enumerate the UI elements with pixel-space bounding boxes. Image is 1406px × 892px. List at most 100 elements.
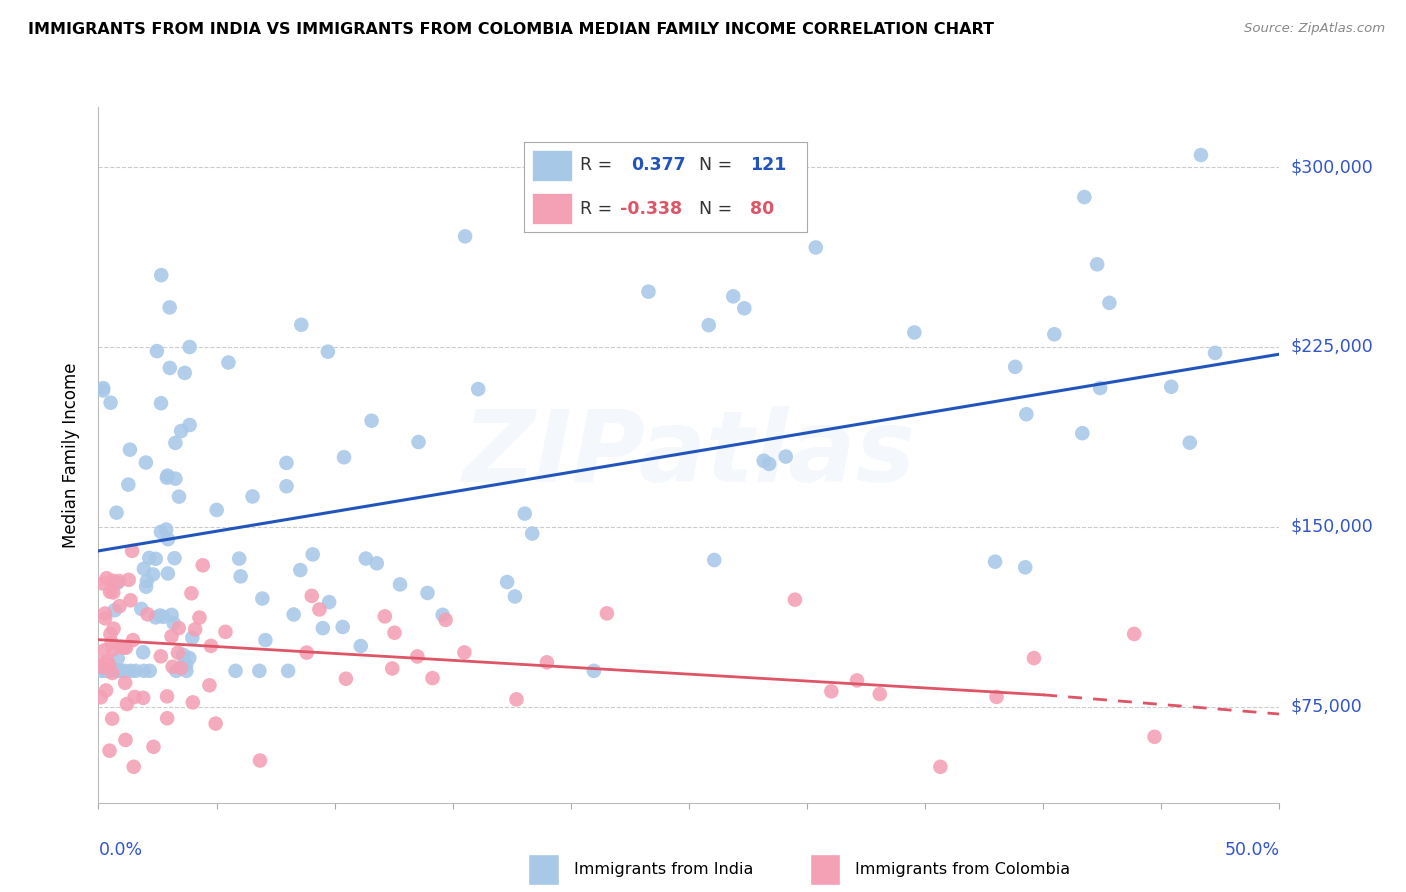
Text: 121: 121 bbox=[751, 156, 787, 174]
Point bbox=[101, 665, 124, 680]
Text: R =: R = bbox=[581, 156, 623, 174]
Point bbox=[104, 603, 127, 617]
Point bbox=[1004, 359, 1026, 374]
Point bbox=[252, 591, 274, 606]
Point bbox=[173, 366, 195, 380]
Point bbox=[91, 384, 114, 398]
Point bbox=[408, 435, 430, 450]
Point bbox=[582, 664, 605, 678]
Point bbox=[179, 651, 201, 665]
Point bbox=[986, 690, 1008, 704]
Point bbox=[98, 584, 121, 599]
Point bbox=[101, 574, 124, 588]
Point bbox=[249, 754, 271, 768]
Text: $300,000: $300,000 bbox=[1291, 158, 1374, 176]
Point bbox=[290, 318, 312, 332]
Point bbox=[96, 571, 118, 585]
Text: N =: N = bbox=[688, 156, 738, 174]
Point bbox=[135, 574, 157, 588]
Point bbox=[142, 739, 165, 754]
Point bbox=[124, 690, 146, 704]
Point bbox=[176, 664, 198, 678]
Point bbox=[188, 610, 211, 624]
Point bbox=[108, 664, 131, 678]
Point bbox=[384, 625, 406, 640]
Point bbox=[290, 563, 312, 577]
Bar bbox=[531, 150, 572, 181]
Point bbox=[432, 607, 454, 622]
Point bbox=[145, 610, 167, 624]
Point bbox=[180, 586, 202, 600]
Point bbox=[150, 268, 173, 282]
Point bbox=[120, 664, 142, 678]
Point bbox=[159, 360, 181, 375]
Point bbox=[354, 551, 377, 566]
Point bbox=[846, 673, 869, 688]
Point bbox=[389, 577, 412, 591]
Point bbox=[94, 607, 117, 621]
Point bbox=[1073, 190, 1095, 204]
Point bbox=[1043, 327, 1066, 342]
Point bbox=[453, 645, 475, 659]
Point bbox=[1014, 560, 1036, 574]
Text: ZIPatlas: ZIPatlas bbox=[463, 407, 915, 503]
Point bbox=[179, 417, 201, 432]
Point bbox=[163, 551, 186, 566]
Point bbox=[242, 490, 264, 504]
Point bbox=[156, 471, 179, 485]
Point bbox=[381, 661, 404, 675]
Text: $75,000: $75,000 bbox=[1291, 698, 1362, 716]
Point bbox=[513, 507, 536, 521]
Point bbox=[110, 664, 132, 678]
Text: 80: 80 bbox=[751, 200, 775, 218]
Text: R =: R = bbox=[581, 200, 619, 218]
Point bbox=[301, 548, 323, 562]
Point bbox=[198, 678, 221, 692]
Point bbox=[1015, 407, 1038, 421]
Point bbox=[149, 524, 172, 539]
Point bbox=[312, 621, 335, 635]
Point bbox=[536, 656, 558, 670]
Point bbox=[783, 592, 806, 607]
Point bbox=[496, 575, 519, 590]
Point bbox=[124, 664, 146, 678]
Point bbox=[752, 454, 775, 468]
Point bbox=[93, 643, 115, 657]
Point bbox=[156, 468, 179, 483]
Point bbox=[277, 664, 299, 678]
Text: Immigrants from Colombia: Immigrants from Colombia bbox=[855, 863, 1070, 877]
Point bbox=[135, 456, 157, 470]
Point bbox=[149, 649, 172, 664]
Point bbox=[721, 289, 744, 303]
Point bbox=[156, 711, 179, 725]
Point bbox=[276, 456, 298, 470]
Text: $150,000: $150,000 bbox=[1291, 518, 1374, 536]
Point bbox=[108, 599, 131, 614]
Point bbox=[122, 633, 145, 648]
Point bbox=[1098, 296, 1121, 310]
Point bbox=[247, 664, 270, 678]
Point bbox=[929, 760, 952, 774]
Text: 0.0%: 0.0% bbox=[98, 841, 142, 859]
Point bbox=[135, 580, 157, 594]
Point bbox=[184, 623, 207, 637]
Point bbox=[200, 639, 222, 653]
Point bbox=[1178, 435, 1201, 450]
Point bbox=[308, 602, 330, 616]
Point bbox=[114, 664, 136, 678]
Point bbox=[204, 716, 226, 731]
Point bbox=[132, 645, 155, 659]
Point bbox=[145, 552, 167, 566]
Point bbox=[156, 566, 179, 581]
Point bbox=[108, 574, 131, 588]
Bar bbox=[531, 194, 572, 224]
Point bbox=[150, 396, 173, 410]
Point bbox=[350, 639, 373, 653]
Point bbox=[467, 382, 489, 396]
Point bbox=[703, 553, 725, 567]
Point bbox=[174, 657, 197, 672]
Point bbox=[165, 664, 187, 678]
Point bbox=[332, 620, 354, 634]
Point bbox=[129, 602, 152, 616]
Point bbox=[505, 692, 527, 706]
